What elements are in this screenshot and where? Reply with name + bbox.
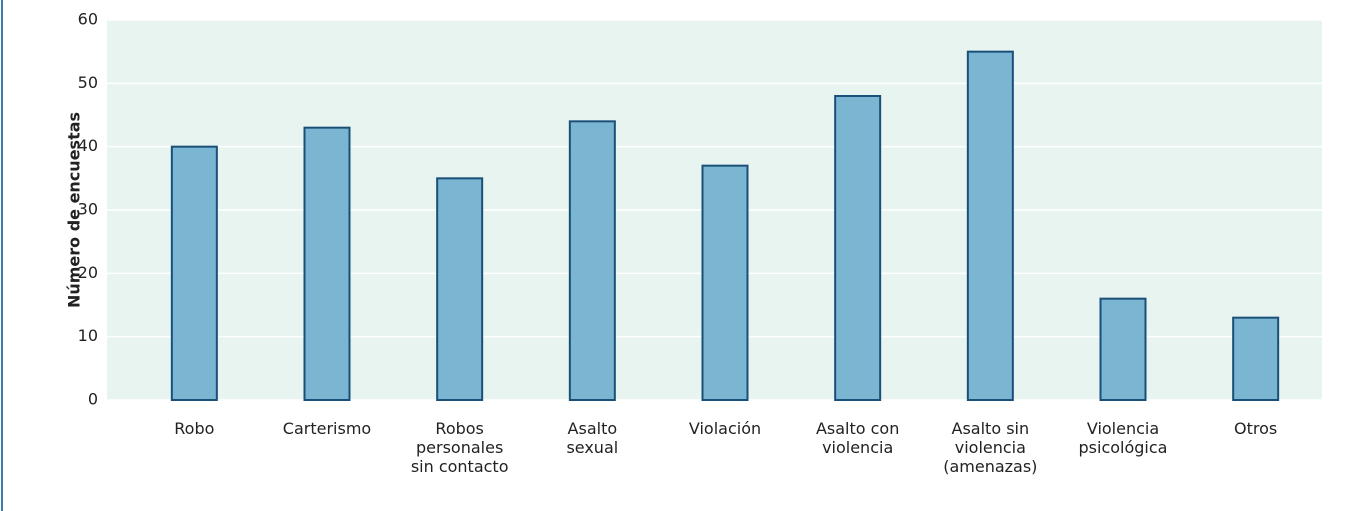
bar (568, 120, 616, 401)
x-tick-label: Asalto con violencia (815, 419, 900, 457)
y-tick-label: 50 (78, 73, 98, 92)
y-tick-label: 40 (78, 136, 98, 155)
x-tick-label: Robos personales sin contacto (410, 419, 509, 476)
bar (170, 145, 218, 401)
bar (834, 95, 882, 401)
x-tick-label: Robo (174, 419, 215, 438)
y-axis-label: Número de encuestas (65, 112, 84, 308)
x-tick-label: Asalto sexual (566, 419, 619, 457)
x-tick-label: Violencia psicológica (1078, 419, 1168, 457)
x-tick-label: Carterismo (282, 419, 372, 438)
bar (701, 164, 749, 401)
bar (1232, 316, 1280, 401)
y-tick-label: 20 (78, 263, 98, 282)
x-tick-label: Asalto sin violencia (amenazas) (943, 419, 1038, 476)
bar (966, 50, 1014, 402)
bar (436, 177, 484, 401)
y-tick-label: 10 (78, 326, 98, 345)
y-tick-label: 60 (78, 10, 98, 29)
bar (1099, 297, 1147, 401)
y-tick-label: 30 (78, 200, 98, 219)
bar (303, 126, 351, 402)
x-tick-label: Otros (1234, 419, 1278, 438)
y-tick-label: 0 (88, 390, 98, 409)
x-tick-label: Violación (688, 419, 762, 438)
